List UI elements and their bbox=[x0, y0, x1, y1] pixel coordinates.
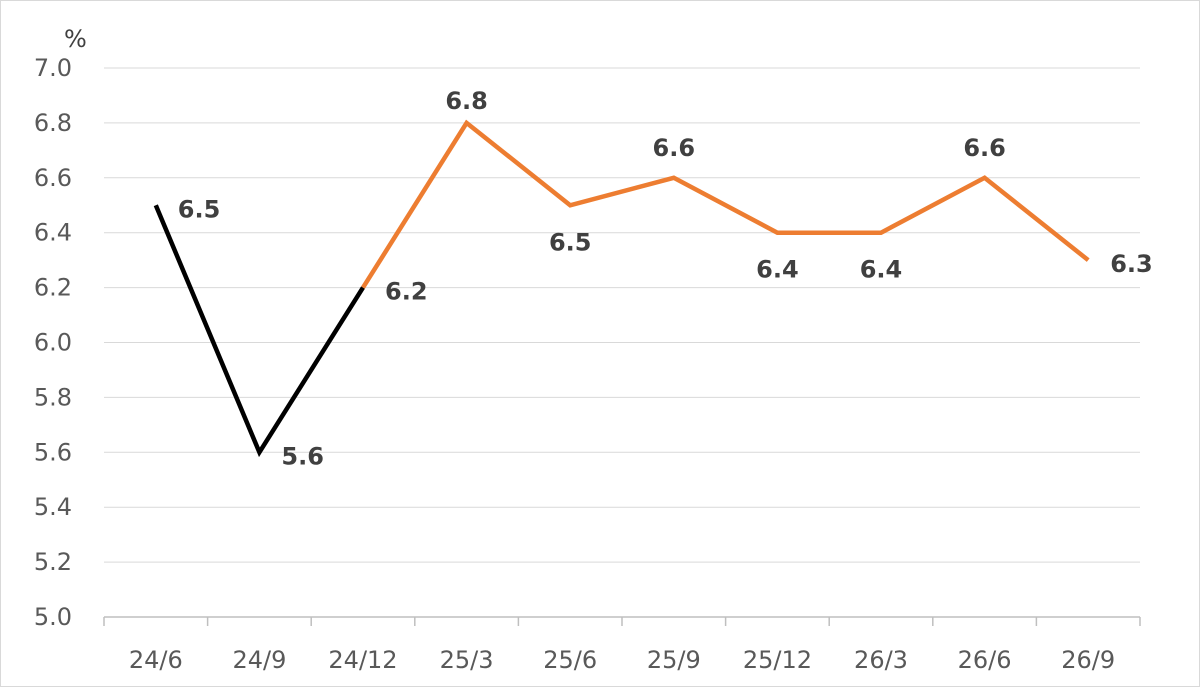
y-tick-label: 5.2 bbox=[34, 548, 72, 576]
x-tick-label: 25/3 bbox=[440, 646, 494, 674]
data-label: 6.6 bbox=[653, 134, 696, 162]
data-label: 6.5 bbox=[549, 228, 592, 256]
x-tick-label: 26/3 bbox=[854, 646, 908, 674]
x-tick-label: 25/12 bbox=[743, 646, 812, 674]
y-tick-label: 5.0 bbox=[34, 603, 72, 631]
y-tick-label: 5.6 bbox=[34, 438, 72, 466]
data-label: 5.6 bbox=[281, 442, 324, 470]
series-line-1 bbox=[153, 204, 365, 458]
x-tick-label: 25/6 bbox=[543, 646, 597, 674]
data-label: 6.4 bbox=[860, 256, 903, 284]
x-tick-label: 24/12 bbox=[328, 646, 397, 674]
series-line-2 bbox=[361, 119, 1090, 289]
y-axis-unit-label: % bbox=[64, 25, 87, 53]
data-label: 6.2 bbox=[385, 278, 428, 306]
y-tick-label: 7.0 bbox=[34, 54, 72, 82]
data-label: 6.4 bbox=[756, 256, 799, 284]
data-label: 6.8 bbox=[445, 87, 488, 115]
x-axis: 24/6 24/9 24/12 25/3 25/6 25/9 25/12 26/3 26/6 26… bbox=[103, 616, 1141, 674]
y-axis-tick-labels: 5.0 5.2 5.4 5.6 5.8 6.0 6.2 6.4 6.6 6.8 7.0 bbox=[34, 54, 72, 631]
data-labels: 6.5 5.6 6.2 6.8 6.5 6.6 6.4 6.4 6.6 6.3 bbox=[178, 87, 1153, 470]
y-tick-label: 5.4 bbox=[34, 493, 72, 521]
data-label: 6.5 bbox=[178, 195, 221, 223]
x-tick-label: 24/6 bbox=[129, 646, 183, 674]
y-tick-label: 6.6 bbox=[34, 164, 72, 192]
gridlines bbox=[104, 67, 1140, 563]
y-tick-label: 6.2 bbox=[34, 274, 72, 302]
x-tick-label: 25/9 bbox=[647, 646, 701, 674]
series-lines bbox=[153, 119, 1090, 458]
x-tick-label: 26/9 bbox=[1061, 646, 1115, 674]
x-tick-label: 26/6 bbox=[958, 646, 1012, 674]
y-tick-label: 5.8 bbox=[34, 383, 72, 411]
data-label: 6.6 bbox=[963, 134, 1006, 162]
x-tick-label: 24/9 bbox=[232, 646, 286, 674]
data-label: 6.3 bbox=[1110, 250, 1153, 278]
y-tick-label: 6.0 bbox=[34, 329, 72, 357]
y-tick-label: 6.4 bbox=[34, 219, 72, 247]
y-tick-label: 6.8 bbox=[34, 109, 72, 137]
